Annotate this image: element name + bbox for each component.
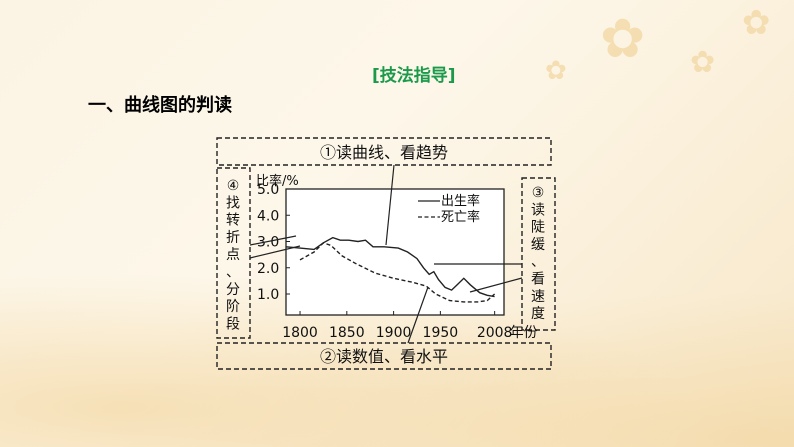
section-tag: [技法指导] <box>372 66 456 86</box>
pointer-turning-point-2 <box>249 235 297 246</box>
pointer-slope-2 <box>469 277 523 293</box>
y-tick-labels: 1.0 2.0 3.0 4.0 5.0 <box>257 182 290 303</box>
x-tick-label: 1850 <box>329 325 365 341</box>
flower-decoration-2: ✿ <box>690 45 716 80</box>
legend: 出生率 死亡率 <box>418 193 480 225</box>
x-tick-label: 1800 <box>282 325 318 341</box>
y-axis-label: 比率/% <box>256 173 299 189</box>
pointer-value <box>407 286 429 344</box>
vertical-char: ③ <box>532 185 545 201</box>
vertical-char: 缓 <box>531 237 545 253</box>
series-layer <box>285 236 496 303</box>
vertical-char: 折 <box>226 230 240 246</box>
vertical-char: 分 <box>226 282 240 298</box>
top-box <box>216 137 552 166</box>
pointer-trend <box>385 164 395 246</box>
death-rate-line <box>299 241 496 303</box>
x-tick-label: 1950 <box>423 325 459 341</box>
flower-decoration-3: ✿ <box>545 56 567 86</box>
page-heading: 一、曲线图的判读 <box>88 95 232 116</box>
vertical-char: 、 <box>531 254 545 270</box>
flower-decoration-4: ✿ <box>742 3 771 43</box>
vertical-char: 读 <box>531 201 545 218</box>
y-tick-label: 3.0 <box>257 235 279 251</box>
y-tick-label: 5.0 <box>257 182 279 198</box>
legend-death-label: 死亡率 <box>441 209 480 225</box>
vertical-char: ④ <box>227 178 240 194</box>
x-axis-suffix: 年份 <box>510 325 538 341</box>
plot-area <box>285 188 505 316</box>
vertical-char: 、 <box>226 265 240 281</box>
vertical-char: 陡 <box>531 220 545 236</box>
pointer-turning-point-1 <box>249 245 301 259</box>
right-box <box>521 177 556 331</box>
vertical-char: 转 <box>226 213 240 229</box>
x-tick-label: 2008 <box>477 325 513 341</box>
x-tick-label: 1900 <box>376 325 412 341</box>
y-tick-label: 2.0 <box>257 261 279 277</box>
vertical-char: 段 <box>226 316 240 332</box>
vertical-char: 找 <box>226 195 240 211</box>
left-box <box>216 167 251 339</box>
bottom-box-label: ②读数值、看水平 <box>320 347 448 366</box>
y-tick-label: 4.0 <box>257 208 279 224</box>
top-box-label: ①读曲线、看趋势 <box>320 143 448 162</box>
vertical-char: 看 <box>531 272 545 288</box>
vertical-char: 度 <box>531 306 545 322</box>
x-tick-labels: 1800 1850 1900 1950 2008 <box>282 311 512 341</box>
vertical-char: 点 <box>226 247 240 263</box>
birth-rate-line <box>285 236 495 298</box>
bottom-box <box>216 342 552 370</box>
vertical-char: 阶 <box>226 299 240 315</box>
y-tick-label: 1.0 <box>257 287 279 303</box>
legend-birth-label: 出生率 <box>441 193 480 209</box>
flower-decoration-1: ✿ <box>600 7 646 70</box>
vertical-char: 速 <box>531 289 545 305</box>
